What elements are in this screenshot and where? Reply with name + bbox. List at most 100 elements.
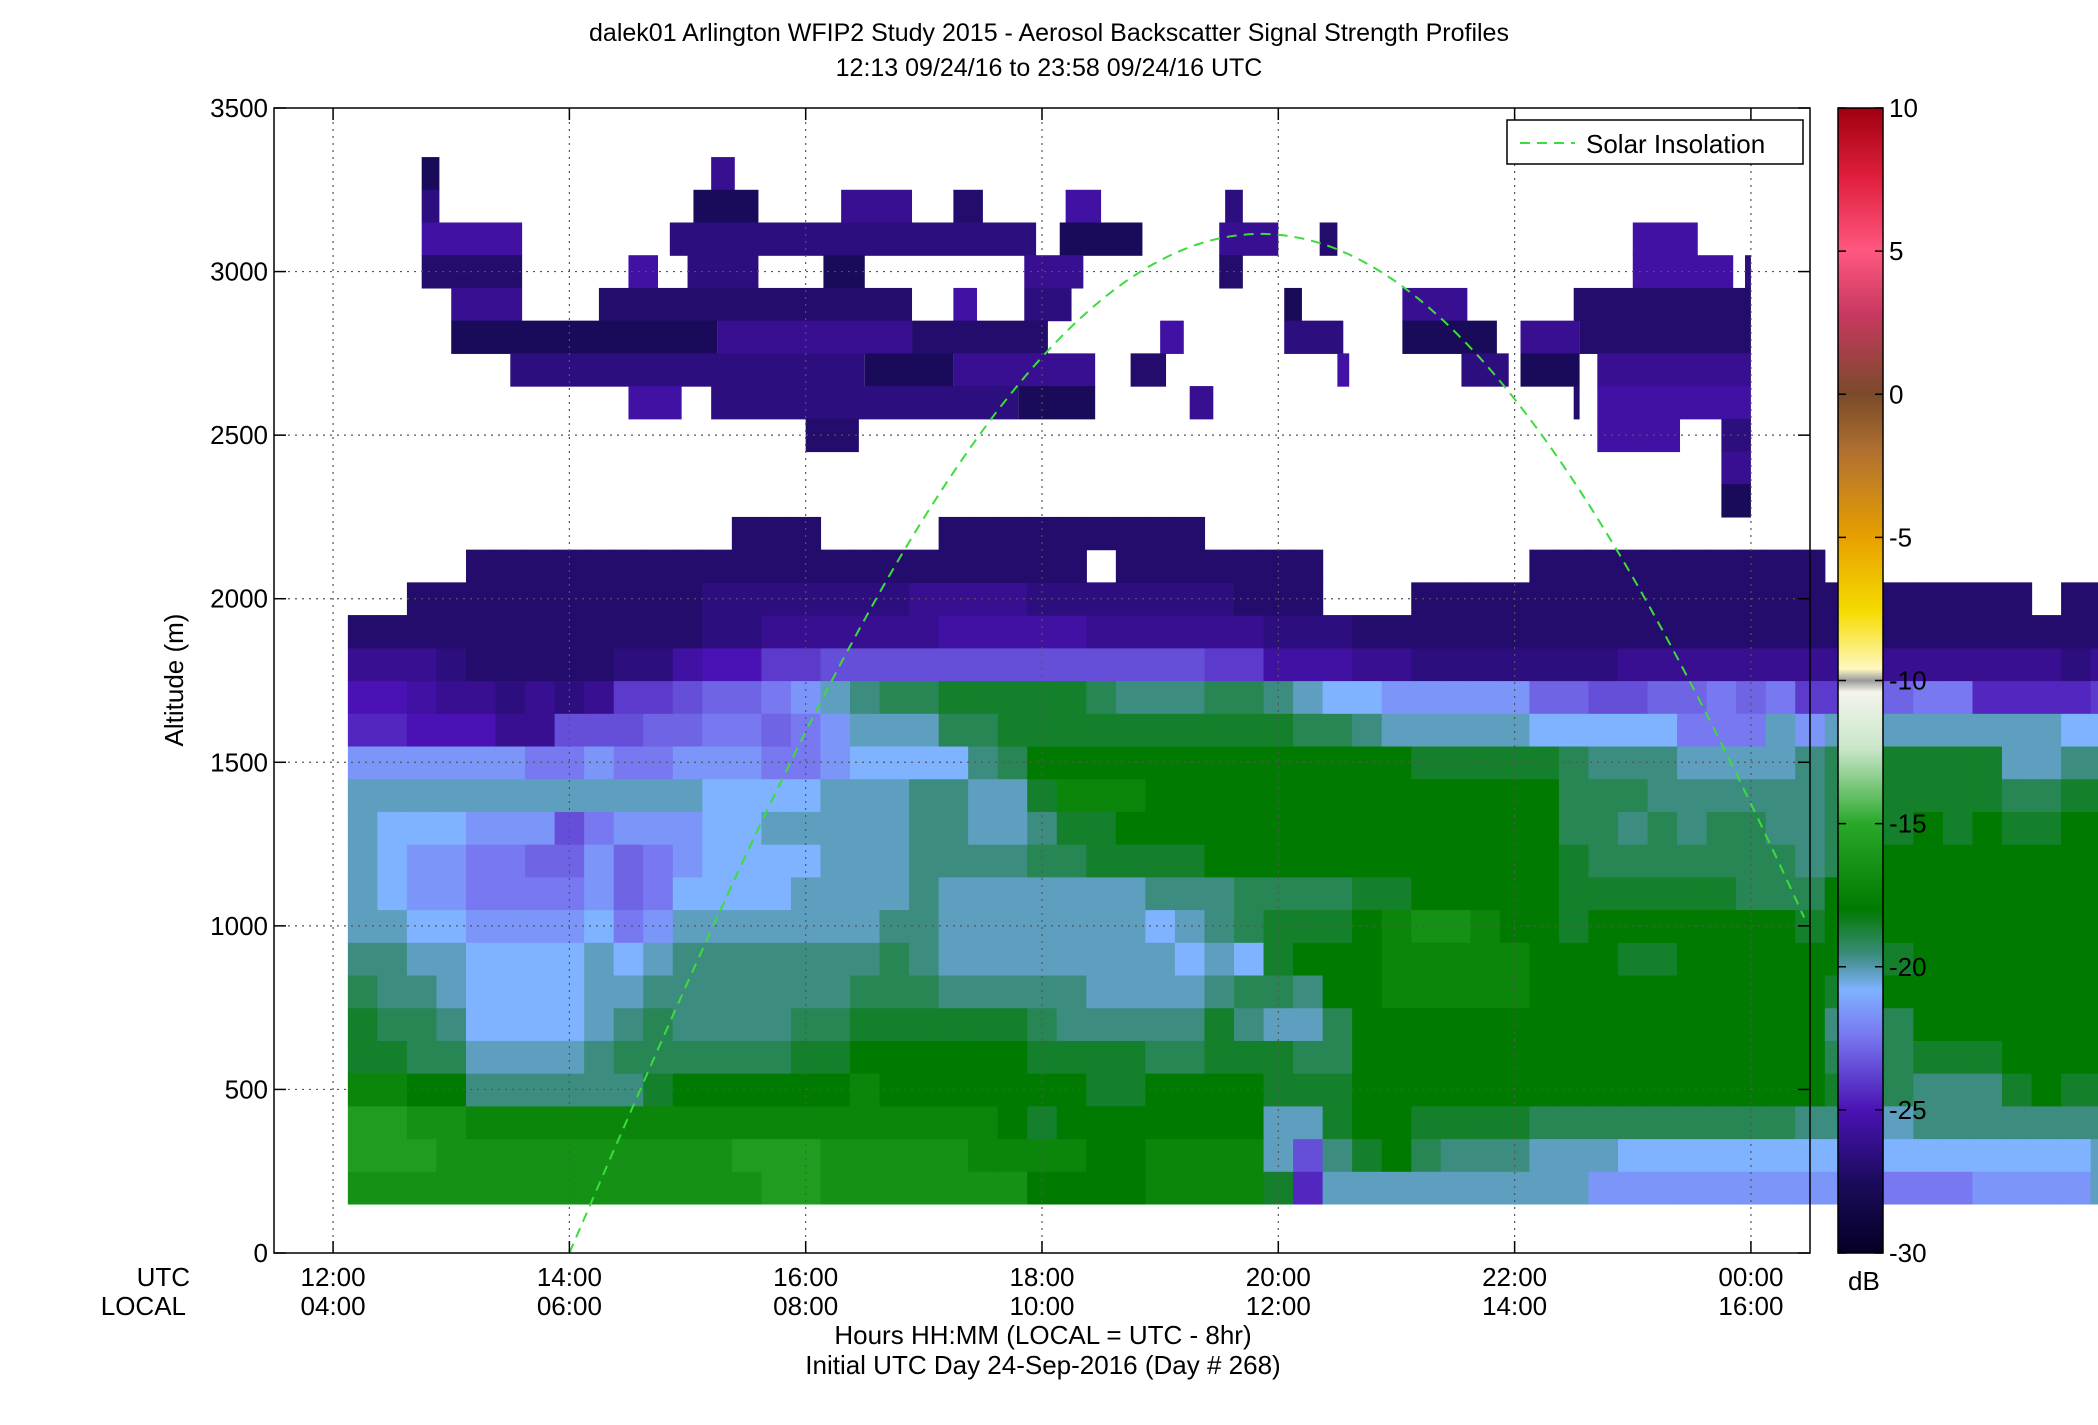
heatmap-cell	[672, 811, 703, 845]
heatmap-cell	[1942, 647, 1974, 682]
heatmap-cell	[347, 876, 378, 911]
heatmap-cell	[1913, 1105, 1944, 1140]
heatmap-cell	[1204, 1040, 1235, 1074]
heatmap-cell	[2090, 647, 2098, 682]
heatmap-cell	[1204, 974, 1235, 1009]
heatmap-cell	[997, 680, 1028, 714]
heatmap-cell	[702, 974, 733, 1009]
heatmap-cell	[2090, 909, 2098, 943]
heatmap-cell	[2031, 1105, 2062, 1140]
heatmap-cell	[1322, 1105, 1353, 1140]
heatmap-cell	[1204, 1105, 1235, 1140]
heatmap-cell	[1942, 615, 1974, 649]
heatmap-cell	[1597, 353, 1751, 387]
heatmap-cell	[1913, 942, 1944, 976]
heatmap-cell	[643, 1105, 674, 1140]
heatmap-cell	[968, 647, 999, 682]
colorbar: 10 5 0 -5 -10 -15 -20 -25 -30 dB	[1837, 93, 1927, 1296]
heatmap-cell	[1440, 974, 1471, 1009]
heatmap-cell	[1174, 615, 1206, 649]
heatmap-cell	[1706, 647, 1737, 682]
heatmap-cell	[466, 1040, 497, 1074]
heatmap-cell	[864, 353, 954, 387]
heatmap-cell	[2002, 909, 2033, 943]
heatmap-cell	[643, 647, 674, 682]
heatmap-cell	[436, 582, 467, 616]
heatmap-cell	[1942, 582, 1974, 616]
heatmap-cell	[731, 647, 762, 682]
heatmap-cell	[1352, 876, 1383, 911]
heatmap-cell	[1706, 549, 1737, 583]
heatmap-cell	[1470, 647, 1501, 682]
colorbar-tick-label: 0	[1889, 379, 1903, 409]
heatmap-cell	[1706, 974, 1737, 1009]
heatmap-cell	[1972, 974, 2003, 1009]
heatmap-cell	[1018, 386, 1096, 420]
heatmap-cell	[466, 778, 497, 812]
heatmap-cell	[1115, 647, 1146, 682]
heatmap-cell	[938, 1105, 969, 1140]
heatmap-cell	[1520, 320, 1580, 354]
heatmap-cell	[2090, 974, 2098, 1009]
heatmap-cell	[1588, 1007, 1619, 1041]
heatmap-cell	[525, 615, 556, 649]
heatmap-cell	[1145, 1040, 1176, 1074]
heatmap-cell	[717, 320, 913, 354]
heatmap-cell	[406, 615, 438, 649]
heatmap-cell	[997, 1105, 1028, 1140]
heatmap-cell	[2090, 680, 2098, 714]
heatmap-cell	[2002, 942, 2033, 976]
heatmap-cell	[1174, 745, 1206, 780]
heatmap-cell	[2090, 942, 2098, 976]
heatmap-cell	[1086, 1171, 1117, 1205]
heatmap-cell	[613, 876, 644, 911]
heatmap-cell	[1381, 876, 1412, 911]
heatmap-cell	[1352, 1171, 1383, 1205]
heatmap-cell	[406, 844, 438, 878]
heatmap-cell	[879, 1138, 910, 1172]
heatmap-cell	[1913, 745, 1944, 780]
heatmap-cell	[1529, 1105, 1560, 1140]
heatmap-cell	[1588, 1105, 1619, 1140]
heatmap-cell	[613, 844, 644, 878]
heatmap-cell	[1440, 778, 1471, 812]
heatmap-cell	[850, 745, 881, 780]
heatmap-cell	[525, 1007, 556, 1041]
heatmap-cell	[1677, 1138, 1708, 1172]
heatmap-cell	[1558, 974, 1590, 1009]
heatmap-cell	[1558, 1171, 1590, 1205]
heatmap-cell	[1913, 615, 1944, 649]
heatmap-cell	[1972, 876, 2003, 911]
heatmap-cell	[1174, 844, 1206, 878]
heatmap-cell	[790, 1007, 822, 1041]
heatmap-cell	[820, 680, 851, 714]
heatmap-cell	[672, 1105, 703, 1140]
heatmap-cell	[1470, 1138, 1501, 1172]
heatmap-cell	[643, 844, 674, 878]
heatmap-cell	[1056, 1105, 1087, 1140]
heatmap-cell	[672, 1007, 703, 1041]
heatmap-cell	[1942, 713, 1974, 747]
heatmap-cell	[1883, 680, 1914, 714]
heatmap-cell	[1219, 255, 1243, 289]
heatmap-cell	[1284, 320, 1344, 354]
heatmap-cell	[1056, 615, 1087, 649]
heatmap-cell	[1115, 549, 1146, 583]
heatmap-cell	[1381, 1073, 1412, 1107]
heatmap-cell	[1115, 1105, 1146, 1140]
heatmap-cell	[909, 942, 940, 976]
heatmap-cell	[1145, 876, 1176, 911]
heatmap-cell	[1402, 320, 1497, 354]
heatmap-cell	[1972, 1105, 2003, 1140]
heatmap-cell	[2002, 974, 2033, 1009]
heatmap-cell	[1558, 942, 1590, 976]
heatmap-cell	[1115, 876, 1146, 911]
heatmap-cell	[1588, 909, 1619, 943]
heatmap-cell	[850, 778, 881, 812]
heatmap-cell	[1647, 680, 1678, 714]
y-tick-label: 2000	[210, 584, 268, 614]
heatmap-cell	[347, 647, 378, 682]
heatmap-cell	[1234, 647, 1265, 682]
heatmap-cell	[643, 713, 674, 747]
heatmap-cell	[613, 615, 644, 649]
